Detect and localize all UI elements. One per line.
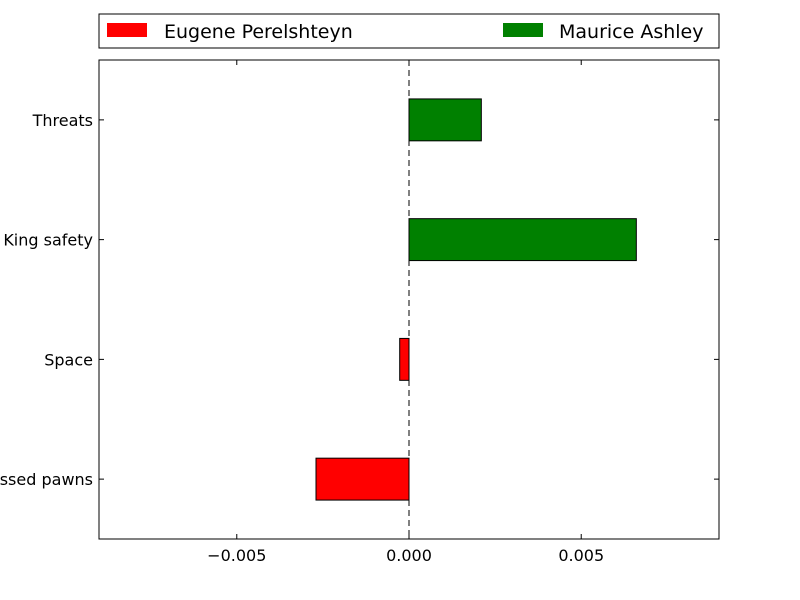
legend-label-maurice-ashley: Maurice Ashley [559,21,704,43]
bars [315,98,637,501]
y-tick-label-king-safety: King safety [3,231,93,250]
y-tick-label-threats: Threats [32,111,93,130]
legend: Eugene Perelshteyn Maurice Ashley [98,13,720,49]
x-tick-label: 0.000 [386,546,432,565]
bar-king-safety [408,218,637,262]
bar-passed-pawns [315,457,410,501]
y-axis: Threats King safety Space Passed pawns [0,111,719,489]
legend-swatch-maurice-ashley [503,23,543,37]
x-tick-label: −0.005 [207,546,266,565]
bar-space [399,337,410,381]
legend-swatch-eugene-perelshteyn [107,23,147,37]
legend-frame [98,13,720,49]
x-tick-label: 0.005 [558,546,604,565]
x-axis: −0.005 0.000 0.005 [207,60,604,565]
bar-threats [408,98,482,142]
y-tick-label-passed-pawns: Passed pawns [0,470,93,489]
legend-label-eugene-perelshteyn: Eugene Perelshteyn [164,21,353,43]
y-tick-label-space: Space [44,350,93,369]
